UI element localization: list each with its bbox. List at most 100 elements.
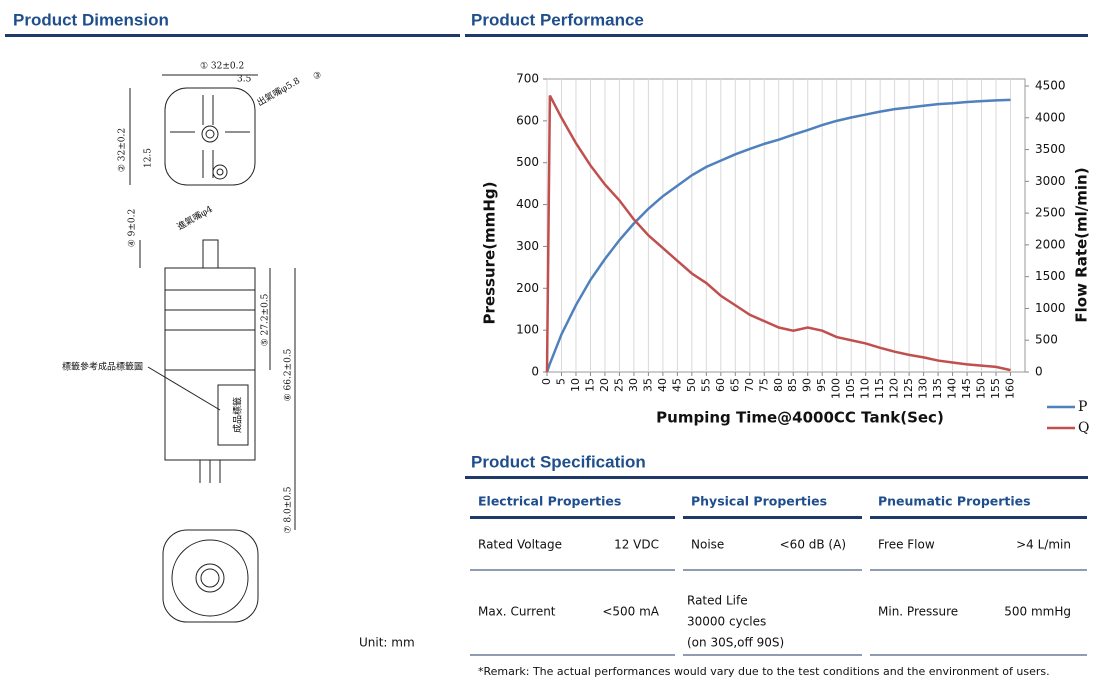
group-header: Electrical Properties	[478, 494, 621, 509]
leader	[147, 366, 221, 411]
x-tick-label: 140	[946, 378, 959, 399]
x-tick-label: 45	[670, 378, 683, 392]
x-tick-label: 30	[627, 378, 640, 392]
x-tick-label: 95	[815, 378, 828, 392]
cell-value: <500 mA	[602, 605, 659, 619]
x-tick-label: 135	[931, 378, 944, 399]
x-tick-label: 130	[917, 378, 930, 399]
group-header: Physical Properties	[691, 494, 827, 509]
dimension-label: 進氣嘴φ4	[175, 203, 215, 233]
y-tick-label: 100	[516, 323, 539, 337]
dimension-label: ③	[313, 72, 321, 82]
dimension-label: ② 32±0.2	[118, 128, 128, 172]
x-tick-label: 105	[844, 378, 857, 399]
dimension-label: ① 32±0.2	[200, 62, 244, 72]
header-rule	[470, 516, 675, 519]
y2-tick-label: 0	[1035, 365, 1043, 379]
x-tick-label: 80	[772, 378, 785, 392]
dimension-label: 成品標籤	[232, 397, 244, 433]
x-tick-label: 155	[989, 378, 1002, 399]
series-line	[545, 94, 1011, 373]
x-tick-label: 120	[888, 378, 901, 399]
x-tick-label: 15	[583, 378, 596, 392]
cell: 30000 cycles	[687, 615, 766, 629]
y2-tick-label: 3500	[1035, 142, 1066, 156]
x-tick-label: 25	[612, 378, 625, 392]
x-tick-label: 160	[1004, 378, 1017, 399]
cell-value: 12 VDC	[614, 538, 659, 552]
y2-tick-label: 2500	[1035, 206, 1066, 220]
cell-label: Free Flow	[878, 538, 935, 552]
rule	[465, 34, 1088, 37]
x-tick-label: 70	[743, 378, 756, 392]
dimension-label: 12.5	[144, 148, 154, 168]
x-axis-label: Pumping Time@4000CC Tank(Sec)	[656, 409, 944, 427]
dimension-label: 3.5	[237, 75, 252, 85]
y-tick-label: 600	[516, 113, 539, 127]
x-tick-label: 5	[554, 378, 567, 385]
x-tick-label: 10	[569, 378, 582, 392]
y2-tick-label: 500	[1035, 333, 1058, 347]
x-tick-label: 125	[902, 378, 915, 399]
x-tick-label: 40	[656, 378, 669, 392]
rule	[5, 34, 460, 37]
y-tick-label: 300	[516, 239, 539, 253]
y2-tick-label: 1500	[1035, 269, 1066, 283]
y2-tick-label: 4500	[1035, 79, 1066, 93]
section-title: Product Performance	[471, 10, 644, 29]
x-tick-label: 85	[786, 378, 799, 392]
dimension-label: 出氣嘴φ5.8	[255, 74, 302, 108]
rule	[465, 476, 1088, 479]
y2-tick-label: 2000	[1035, 237, 1066, 251]
dimension-label: ⑤ 27.2±0.5	[261, 293, 271, 346]
cell: Rated Life	[687, 594, 748, 608]
cell-label: Min. Pressure	[878, 605, 958, 619]
y-tick-label: 700	[516, 72, 539, 86]
x-tick-label: 100	[830, 378, 843, 399]
series-line	[545, 98, 1011, 373]
section-title: Product Dimension	[13, 10, 169, 29]
y-axis-label: Pressure(mmHg)	[481, 182, 499, 325]
header-rule	[683, 516, 862, 519]
cell-label: Max. Current	[478, 605, 556, 619]
y-tick-label: 500	[516, 155, 539, 169]
cell-value: <60 dB (A)	[780, 538, 846, 552]
x-tick-label: 65	[728, 378, 741, 392]
chart: 0 5 10 15 20 25 30 35 40 45 50 55 60 65 70 75 80 85 90 95 10…	[481, 72, 1091, 437]
x-tick-label: 50	[685, 378, 698, 392]
cell-value: >4 L/min	[1016, 538, 1071, 552]
y2-axis-label: Flow Rate(ml/min)	[1073, 167, 1091, 322]
x-tick-label: 0	[540, 378, 553, 385]
header-rule	[870, 516, 1087, 519]
y2-tick-label: 1000	[1035, 301, 1066, 315]
dimension-label: ④ 9±0.2	[128, 209, 138, 248]
y2-tick-label: 3000	[1035, 174, 1066, 188]
legend-label: P	[1078, 399, 1087, 415]
spec-table: Electrical Properties Rated Voltage 12 VDC…	[470, 494, 1087, 656]
section-title: Product Specification	[471, 452, 646, 471]
legend-label: Q	[1078, 420, 1089, 436]
x-tick-label: 150	[975, 378, 988, 399]
cell-label: Rated Voltage	[478, 538, 562, 552]
group-header: Pneumatic Properties	[878, 494, 1031, 509]
x-tick-label: 115	[873, 378, 886, 399]
remark: *Remark: The actual performances would v…	[478, 665, 1050, 678]
x-tick-label: 20	[598, 378, 611, 392]
x-tick-label: 35	[641, 378, 654, 392]
cell-label: Noise	[691, 538, 724, 552]
x-tick-label: 145	[960, 378, 973, 399]
y-tick-label: 200	[516, 281, 539, 295]
unit: Unit: mm	[359, 636, 415, 650]
x-tick-label: 55	[699, 378, 712, 392]
y2-tick-label: 4000	[1035, 110, 1066, 124]
x-tick-label: 110	[859, 378, 872, 399]
dimension-label: 標籤參考成品標籤圖	[62, 361, 143, 373]
dimension-label: ⑥ 66.2±0.5	[284, 348, 294, 401]
dimension-drawing	[129, 74, 296, 623]
x-tick-label: 60	[714, 378, 727, 392]
dimension-label: ⑦ 8.0±0.5	[284, 486, 294, 533]
y-tick-label: 0	[531, 365, 539, 379]
x-tick-label: 90	[801, 378, 814, 392]
y-tick-label: 400	[516, 197, 539, 211]
